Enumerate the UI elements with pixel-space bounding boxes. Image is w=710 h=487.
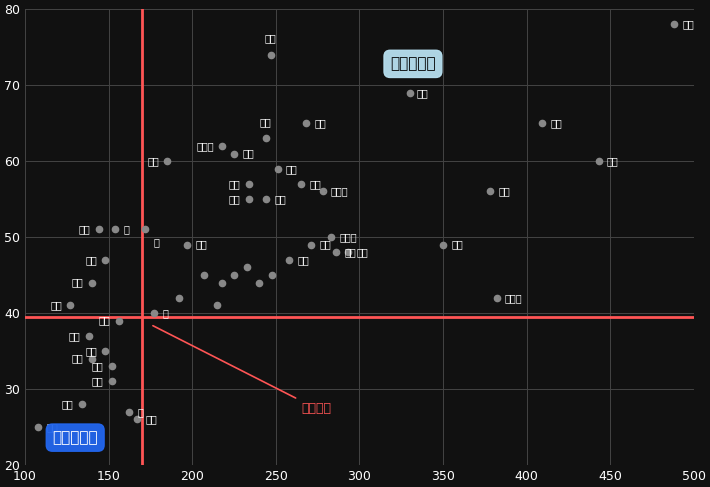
- Text: 福井: 福井: [260, 117, 272, 127]
- Text: 全国平均: 全国平均: [153, 326, 331, 415]
- Text: 長野: 長野: [339, 247, 356, 257]
- Text: 沖縄: 沖縄: [47, 422, 58, 432]
- Text: 兵庫: 兵庫: [50, 300, 62, 310]
- Text: 富山: 富山: [274, 194, 286, 204]
- Text: 茨城: 茨城: [85, 346, 97, 356]
- Text: 青森: 青森: [498, 187, 510, 196]
- Text: 治安が悪い: 治安が悪い: [53, 430, 98, 445]
- Text: 栃木: 栃木: [85, 255, 97, 265]
- Text: 新潟: 新潟: [229, 179, 241, 189]
- Text: 島根: 島根: [315, 118, 326, 128]
- Text: 兆: 兆: [137, 407, 143, 417]
- Text: 三重: 三重: [320, 240, 331, 250]
- Text: 神奈川: 神奈川: [499, 293, 523, 303]
- Text: 和歌山: 和歌山: [197, 141, 219, 151]
- Text: 岐玉: 岐玉: [99, 316, 110, 326]
- Text: 鳥取: 鳥取: [265, 33, 277, 43]
- Text: 埼玉: 埼玉: [72, 354, 84, 364]
- Text: 甘: 甘: [154, 237, 160, 247]
- Text: 秋田: 秋田: [682, 19, 694, 29]
- Text: 彳広: 彳広: [147, 156, 159, 166]
- Text: 香川: 香川: [229, 194, 241, 204]
- Text: 鹿児島: 鹿児島: [339, 232, 357, 242]
- Text: 滋賀: 滋賀: [242, 149, 254, 158]
- Text: 彩: 彩: [124, 225, 129, 234]
- Text: 熊本: 熊本: [286, 164, 297, 174]
- Text: 広島: 広島: [79, 225, 90, 234]
- Text: 吉: 吉: [162, 308, 168, 318]
- Text: 東京: 東京: [92, 376, 104, 386]
- Text: 山口: 山口: [304, 179, 321, 189]
- Text: 宮崎: 宮崎: [356, 247, 368, 257]
- Text: 岡山: 岡山: [292, 255, 310, 265]
- Text: 北海道: 北海道: [325, 187, 349, 196]
- Text: 岰城: 岰城: [68, 331, 80, 341]
- Text: 千葉: 千葉: [92, 361, 104, 371]
- Text: 長崎: 長崎: [550, 118, 562, 128]
- Text: 福岡: 福岡: [72, 278, 84, 288]
- Text: 山形: 山形: [416, 88, 428, 98]
- Text: 山梨: 山梨: [190, 240, 207, 250]
- Text: 治安が良い: 治安が良い: [390, 56, 436, 72]
- Text: 大阪: 大阪: [62, 399, 74, 409]
- Text: 岐阜: 岐阜: [607, 156, 618, 166]
- Text: 大分: 大分: [452, 240, 463, 250]
- Text: 京都: 京都: [146, 414, 157, 424]
